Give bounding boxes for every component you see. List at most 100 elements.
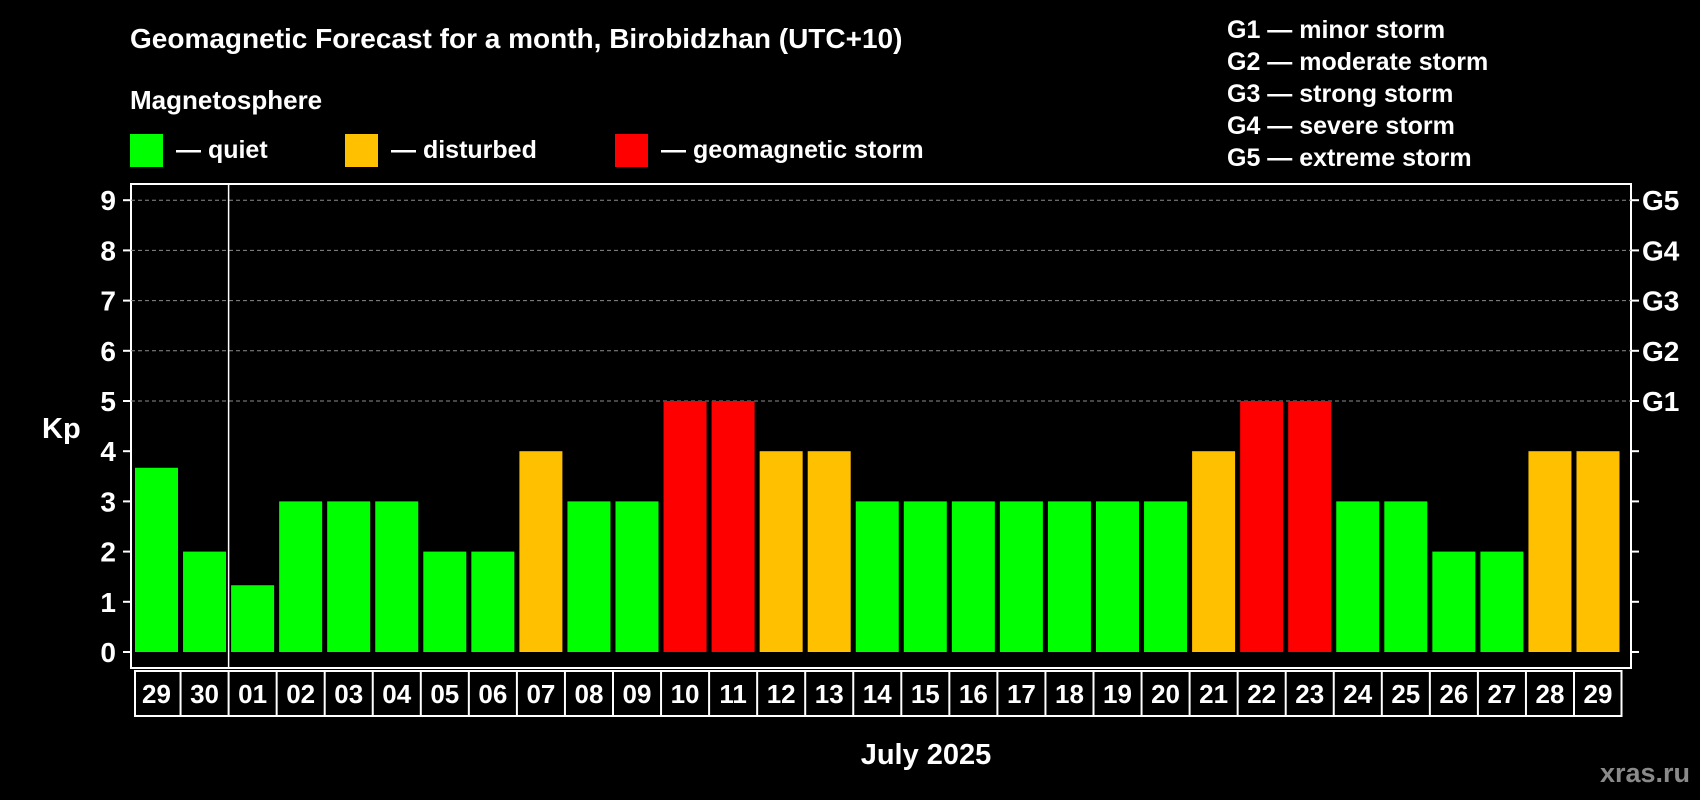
- bar-28: [1528, 451, 1572, 652]
- x-tick-label: 08: [574, 679, 603, 709]
- bar-27: [1480, 551, 1524, 652]
- x-tick-label: 12: [767, 679, 796, 709]
- legend-swatch-storm: [615, 134, 648, 167]
- x-tick-label: 25: [1391, 679, 1420, 709]
- storm-level-label: G5: [1642, 185, 1679, 216]
- x-tick-label: 04: [382, 679, 411, 709]
- bar-23: [1288, 401, 1332, 652]
- legend-swatch-disturbed: [345, 134, 378, 167]
- storm-level-label: G3: [1642, 286, 1679, 317]
- x-tick-label: 03: [334, 679, 363, 709]
- x-tick-label: 24: [1343, 679, 1372, 709]
- storm-scale-g2: G2 — moderate storm: [1227, 48, 1488, 76]
- x-axis-box: [134, 670, 1623, 717]
- bar-24: [1336, 501, 1380, 652]
- legend-swatch-quiet: [130, 134, 163, 167]
- x-tick-label: 26: [1439, 679, 1468, 709]
- bar-18: [1047, 501, 1091, 652]
- y-tick-label: 6: [100, 336, 116, 367]
- y-axis-label: Kp: [42, 413, 81, 445]
- bar-25: [1384, 501, 1428, 652]
- x-tick-label: 21: [1199, 679, 1228, 709]
- bar-11: [711, 401, 755, 652]
- bar-01: [231, 585, 275, 652]
- bar-21: [1192, 451, 1236, 652]
- legend-label-storm: — geomagnetic storm: [661, 136, 924, 164]
- color-legend: — quiet — disturbed — geomagnetic storm: [130, 134, 924, 167]
- storm-level-label: G1: [1642, 386, 1679, 417]
- x-tick-label: 02: [286, 679, 315, 709]
- x-tick-label: 13: [815, 679, 844, 709]
- bar-29: [135, 467, 178, 652]
- legend-label-disturbed: — disturbed: [391, 136, 537, 164]
- storm-level-axis: G1 G2 G3 G4 G5: [1631, 185, 1680, 653]
- y-tick-label: 8: [100, 235, 116, 266]
- x-tick-label: 05: [430, 679, 459, 709]
- x-tick-label: 15: [911, 679, 940, 709]
- bar-30: [183, 551, 227, 652]
- bar-12: [759, 451, 803, 652]
- x-tick-label: 16: [959, 679, 988, 709]
- bar-05: [423, 551, 467, 652]
- bar-03: [327, 501, 371, 652]
- legend-heading: Magnetosphere: [130, 85, 322, 115]
- storm-scale-legend: G1 — minor storm G2 — moderate storm G3 …: [1227, 16, 1488, 172]
- x-tick-label: 07: [526, 679, 555, 709]
- bar-15: [903, 501, 947, 652]
- x-tick-label: 20: [1151, 679, 1180, 709]
- y-tick-label: 5: [100, 386, 116, 417]
- bar-09: [615, 501, 659, 652]
- x-tick-label: 18: [1055, 679, 1084, 709]
- x-tick-label: 17: [1007, 679, 1036, 709]
- bar-17: [999, 501, 1043, 652]
- storm-level-label: G4: [1642, 235, 1680, 266]
- x-axis-label: July 2025: [861, 739, 992, 771]
- x-tick-label: 01: [238, 679, 267, 709]
- y-tick-label: 3: [100, 486, 116, 517]
- x-tick-label: 11: [719, 679, 747, 709]
- bar-08: [567, 501, 611, 652]
- bar-02: [279, 501, 323, 652]
- x-tick-label: 27: [1487, 679, 1516, 709]
- legend-label-quiet: — quiet: [176, 136, 268, 164]
- x-tick-label: 22: [1247, 679, 1276, 709]
- x-tick-label: 10: [671, 679, 700, 709]
- bars: [135, 184, 1620, 668]
- x-tick-label: 23: [1295, 679, 1324, 709]
- x-tick-label: 19: [1103, 679, 1132, 709]
- x-tick-label: 14: [863, 679, 892, 709]
- storm-scale-g4: G4 — severe storm: [1227, 112, 1455, 140]
- x-tick-label: 29: [1584, 679, 1613, 709]
- storm-scale-g5: G5 — extreme storm: [1227, 144, 1472, 172]
- bar-07: [519, 451, 563, 652]
- x-tick-label: 06: [478, 679, 507, 709]
- bar-26: [1432, 551, 1476, 652]
- y-tick-label: 0: [100, 637, 116, 668]
- bar-29: [1576, 451, 1620, 652]
- bar-16: [951, 501, 995, 652]
- bar-10: [663, 401, 707, 652]
- y-tick-label: 4: [100, 436, 116, 467]
- chart-title: Geomagnetic Forecast for a month, Birobi…: [130, 23, 902, 54]
- bar-13: [807, 451, 851, 652]
- bar-06: [471, 551, 515, 652]
- bar-14: [855, 501, 899, 652]
- bar-19: [1096, 501, 1139, 652]
- watermark: xras.ru: [1600, 758, 1690, 788]
- y-tick-label: 1: [100, 587, 116, 618]
- x-tick-label: 30: [190, 679, 219, 709]
- y-tick-label: 9: [100, 185, 116, 216]
- storm-scale-g3: G3 — strong storm: [1227, 80, 1453, 108]
- x-tick-label: 29: [142, 679, 171, 709]
- x-axis: 29 30 01 02 03 04 05 06 07 08 09 10 11 12 13 14 15 16 17 18…: [134, 670, 1623, 717]
- bar-20: [1144, 501, 1188, 652]
- bar-22: [1240, 401, 1284, 652]
- y-tick-label: 7: [100, 286, 116, 317]
- storm-level-label: G2: [1642, 336, 1679, 367]
- x-tick-label: 28: [1535, 679, 1564, 709]
- bar-04: [375, 501, 419, 652]
- y-tick-label: 2: [100, 537, 116, 568]
- x-tick-label: 09: [623, 679, 652, 709]
- plot-area: [130, 183, 1632, 669]
